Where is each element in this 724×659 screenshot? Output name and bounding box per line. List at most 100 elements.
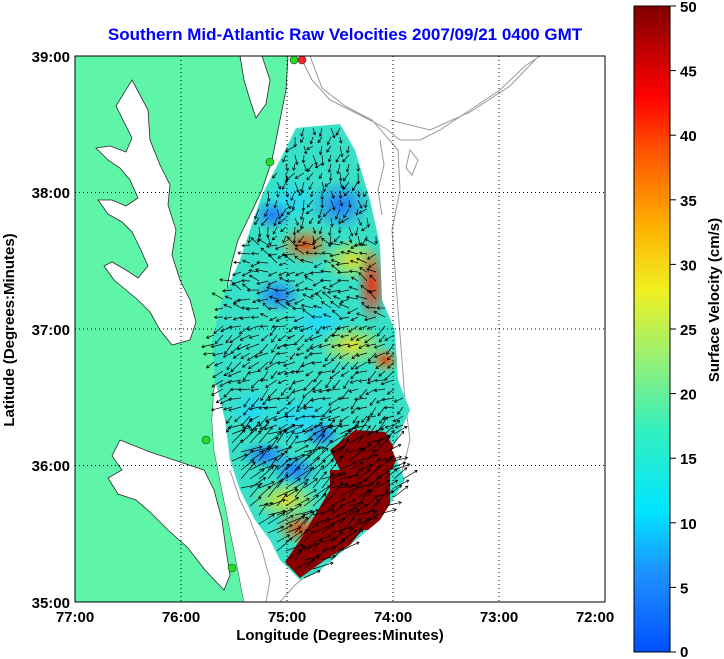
velocity-arrow xyxy=(350,276,359,282)
velocity-arrow xyxy=(231,429,246,444)
velocity-arrow xyxy=(256,289,269,295)
velocity-arrow xyxy=(339,508,354,525)
velocity-arrow xyxy=(267,464,279,480)
velocity-arrow xyxy=(227,379,242,384)
velocity-arrow xyxy=(329,241,341,246)
velocity-arrow xyxy=(319,415,332,421)
velocity-arrow xyxy=(249,421,261,435)
velocity-arrow xyxy=(260,217,269,226)
velocity-arrow xyxy=(373,310,386,318)
velocity-arrow xyxy=(285,458,298,471)
velocity-arrow xyxy=(384,424,395,429)
colorbar-tick-label: 25 xyxy=(680,322,697,339)
velocity-arrow xyxy=(245,307,260,311)
velocity-arrow xyxy=(321,472,334,489)
velocity-arrow xyxy=(366,494,378,507)
velocity-arrow xyxy=(321,181,326,193)
velocity-arrow xyxy=(304,287,314,291)
velocity-arrow xyxy=(267,479,282,498)
velocity-arrow xyxy=(350,370,359,380)
velocity-arrow xyxy=(303,457,321,471)
velocity-arrow xyxy=(337,217,342,225)
velocity-arrow xyxy=(330,547,344,561)
velocity-arrow xyxy=(346,249,359,255)
velocity-arrow xyxy=(250,237,260,246)
velocity-arrow xyxy=(343,208,350,219)
velocity-arrow xyxy=(276,515,294,525)
velocity-arrow xyxy=(249,406,260,411)
velocity-arrow xyxy=(214,334,224,345)
velocity-arrow xyxy=(239,334,251,341)
velocity-arrow xyxy=(294,545,305,561)
velocity-arrow xyxy=(309,334,323,341)
velocity-arrow xyxy=(335,325,350,331)
velocity-arrow xyxy=(302,309,314,318)
velocity-arrow xyxy=(375,424,386,433)
velocity-arrow xyxy=(315,292,323,300)
x-axis: 77:00 76:00 75:00 74:00 73:00 72:00 Long… xyxy=(56,609,614,644)
velocity-arrow xyxy=(267,397,278,402)
velocity-arrow xyxy=(276,473,289,489)
velocity-arrow xyxy=(223,316,233,320)
velocity-arrow xyxy=(259,343,269,355)
velocity-arrow xyxy=(357,516,378,525)
velocity-arrow xyxy=(294,513,306,525)
velocity-arrow xyxy=(228,406,242,412)
velocity-arrow xyxy=(276,493,288,507)
velocity-arrow xyxy=(330,333,341,338)
velocity-arrow xyxy=(249,430,262,444)
velocity-arrow xyxy=(295,406,305,412)
velocity-arrow xyxy=(269,295,278,300)
velocity-arrow xyxy=(280,208,287,217)
velocity-arrow xyxy=(378,370,386,377)
velocity-arrow xyxy=(330,127,336,139)
velocity-arrow xyxy=(361,415,368,423)
velocity-arrow xyxy=(321,495,333,507)
velocity-arrow xyxy=(283,370,296,376)
colorbar-tick-label: 5 xyxy=(680,580,688,597)
velocity-arrow xyxy=(339,429,351,444)
velocity-arrow xyxy=(348,235,353,244)
velocity-arrow xyxy=(291,199,296,211)
velocity-arrow xyxy=(254,352,269,359)
velocity-arrow xyxy=(348,285,359,291)
velocity-arrow xyxy=(345,295,359,300)
velocity-arrow xyxy=(314,163,323,169)
velocity-arrows xyxy=(201,127,418,579)
velocity-arrow xyxy=(240,461,256,480)
velocity-arrow xyxy=(269,352,278,365)
velocity-arrow xyxy=(284,172,289,184)
velocity-arrow xyxy=(271,324,287,329)
velocity-arrow xyxy=(233,260,242,265)
velocity-arrow xyxy=(365,305,377,309)
velocity-arrow xyxy=(300,361,314,368)
velocity-arrow xyxy=(294,478,310,489)
velocity-arrow xyxy=(328,226,332,237)
velocity-arrow xyxy=(265,199,270,208)
velocity-arrow xyxy=(228,325,242,330)
velocity-arrow xyxy=(249,468,265,480)
velocity-arrow xyxy=(348,461,364,471)
velocity-arrow xyxy=(361,235,368,247)
velocity-arrow xyxy=(306,343,314,353)
velocity-arrow xyxy=(281,181,287,190)
velocity-arrow xyxy=(394,424,404,429)
velocity-arrow xyxy=(375,459,391,471)
velocity-arrow xyxy=(284,406,296,416)
velocity-arrow xyxy=(317,217,323,225)
velocity-arrow xyxy=(226,361,233,371)
velocity-arrow xyxy=(337,343,350,348)
velocity-arrow xyxy=(329,253,341,258)
velocity-arrow xyxy=(380,379,395,386)
velocity-arrow xyxy=(364,334,377,344)
velocity-arrow xyxy=(346,307,359,314)
velocity-arrow xyxy=(266,190,271,202)
velocity-arrow xyxy=(384,485,403,498)
velocity-arrow xyxy=(373,352,386,358)
velocity-arrow xyxy=(265,226,270,239)
velocity-arrow xyxy=(375,435,391,453)
velocity-arrow xyxy=(295,271,305,277)
velocity-arrow xyxy=(309,271,323,275)
velocity-arrow xyxy=(243,397,251,408)
velocity-arrow xyxy=(271,343,278,354)
